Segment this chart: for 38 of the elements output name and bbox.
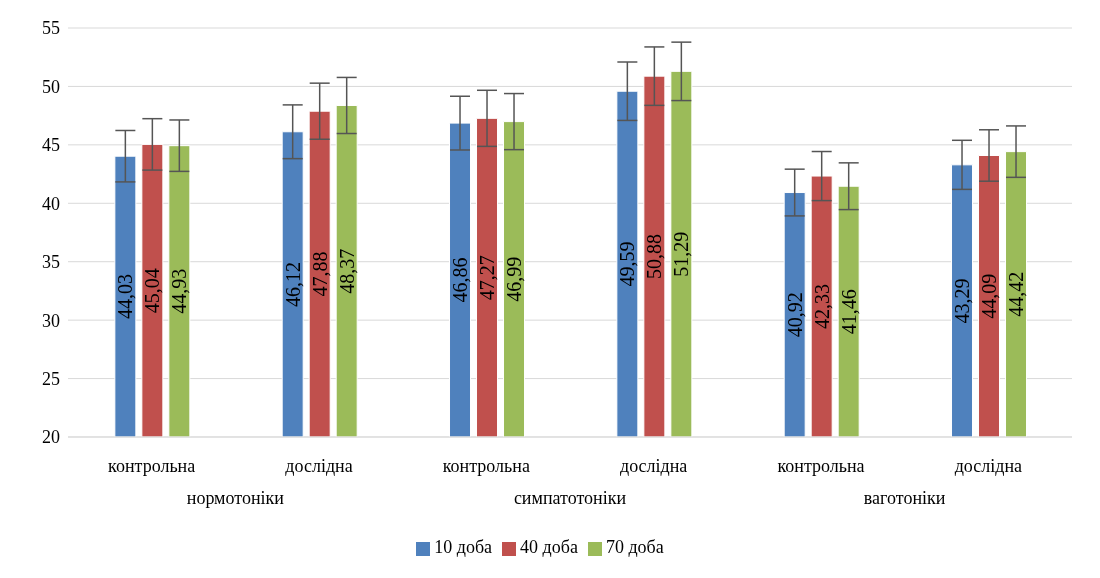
- legend-label: 40 доба: [520, 537, 578, 557]
- data-label: 42,33: [810, 284, 833, 330]
- data-label: 44,03: [114, 274, 137, 320]
- y-tick-label: 40: [42, 193, 60, 214]
- text: нормотоніки: [185, 488, 285, 509]
- legend-label: 10 доба: [434, 537, 493, 557]
- x-tick-label: контрольна: [777, 455, 865, 476]
- y-tick-label: 55: [42, 18, 60, 39]
- y-tick-label: 45: [42, 135, 60, 156]
- data-label: 43,29: [951, 278, 974, 324]
- data-label: 46,86: [449, 257, 472, 303]
- x-tick-label: контрольна: [108, 455, 196, 476]
- y-tick-label: 50: [42, 76, 60, 97]
- data-label: 46,12: [281, 261, 304, 307]
- y-tick-label: 30: [42, 310, 60, 331]
- data-label: 41,46: [837, 289, 860, 335]
- data-label: 44,93: [168, 268, 191, 314]
- y-tick-label: 25: [42, 368, 60, 389]
- data-label: 49,59: [616, 241, 639, 287]
- data-label: 47,88: [308, 251, 331, 297]
- x-tick-label: контрольна: [442, 455, 530, 476]
- data-label: 40,92: [783, 292, 806, 338]
- data-label: 51,29: [670, 231, 693, 277]
- text: ваготоніки: [862, 488, 947, 509]
- text: симпатотоніки: [512, 488, 628, 509]
- data-label: 47,27: [476, 255, 499, 301]
- x-tick-label: дослідна: [619, 455, 688, 476]
- data-label: 44,09: [978, 273, 1001, 319]
- y-tick-label: 20: [42, 427, 60, 448]
- x-tick-label: дослідна: [285, 455, 353, 476]
- data-label: 50,88: [643, 234, 666, 280]
- legend-label: 70 доба: [605, 537, 664, 557]
- y-tick-label: 35: [42, 252, 60, 273]
- data-label: 44,42: [1005, 271, 1028, 317]
- data-label: 46,99: [503, 256, 526, 302]
- x-tick-label: дослідна: [954, 455, 1023, 476]
- data-label: 48,37: [335, 248, 358, 294]
- data-label: 45,04: [141, 268, 164, 314]
